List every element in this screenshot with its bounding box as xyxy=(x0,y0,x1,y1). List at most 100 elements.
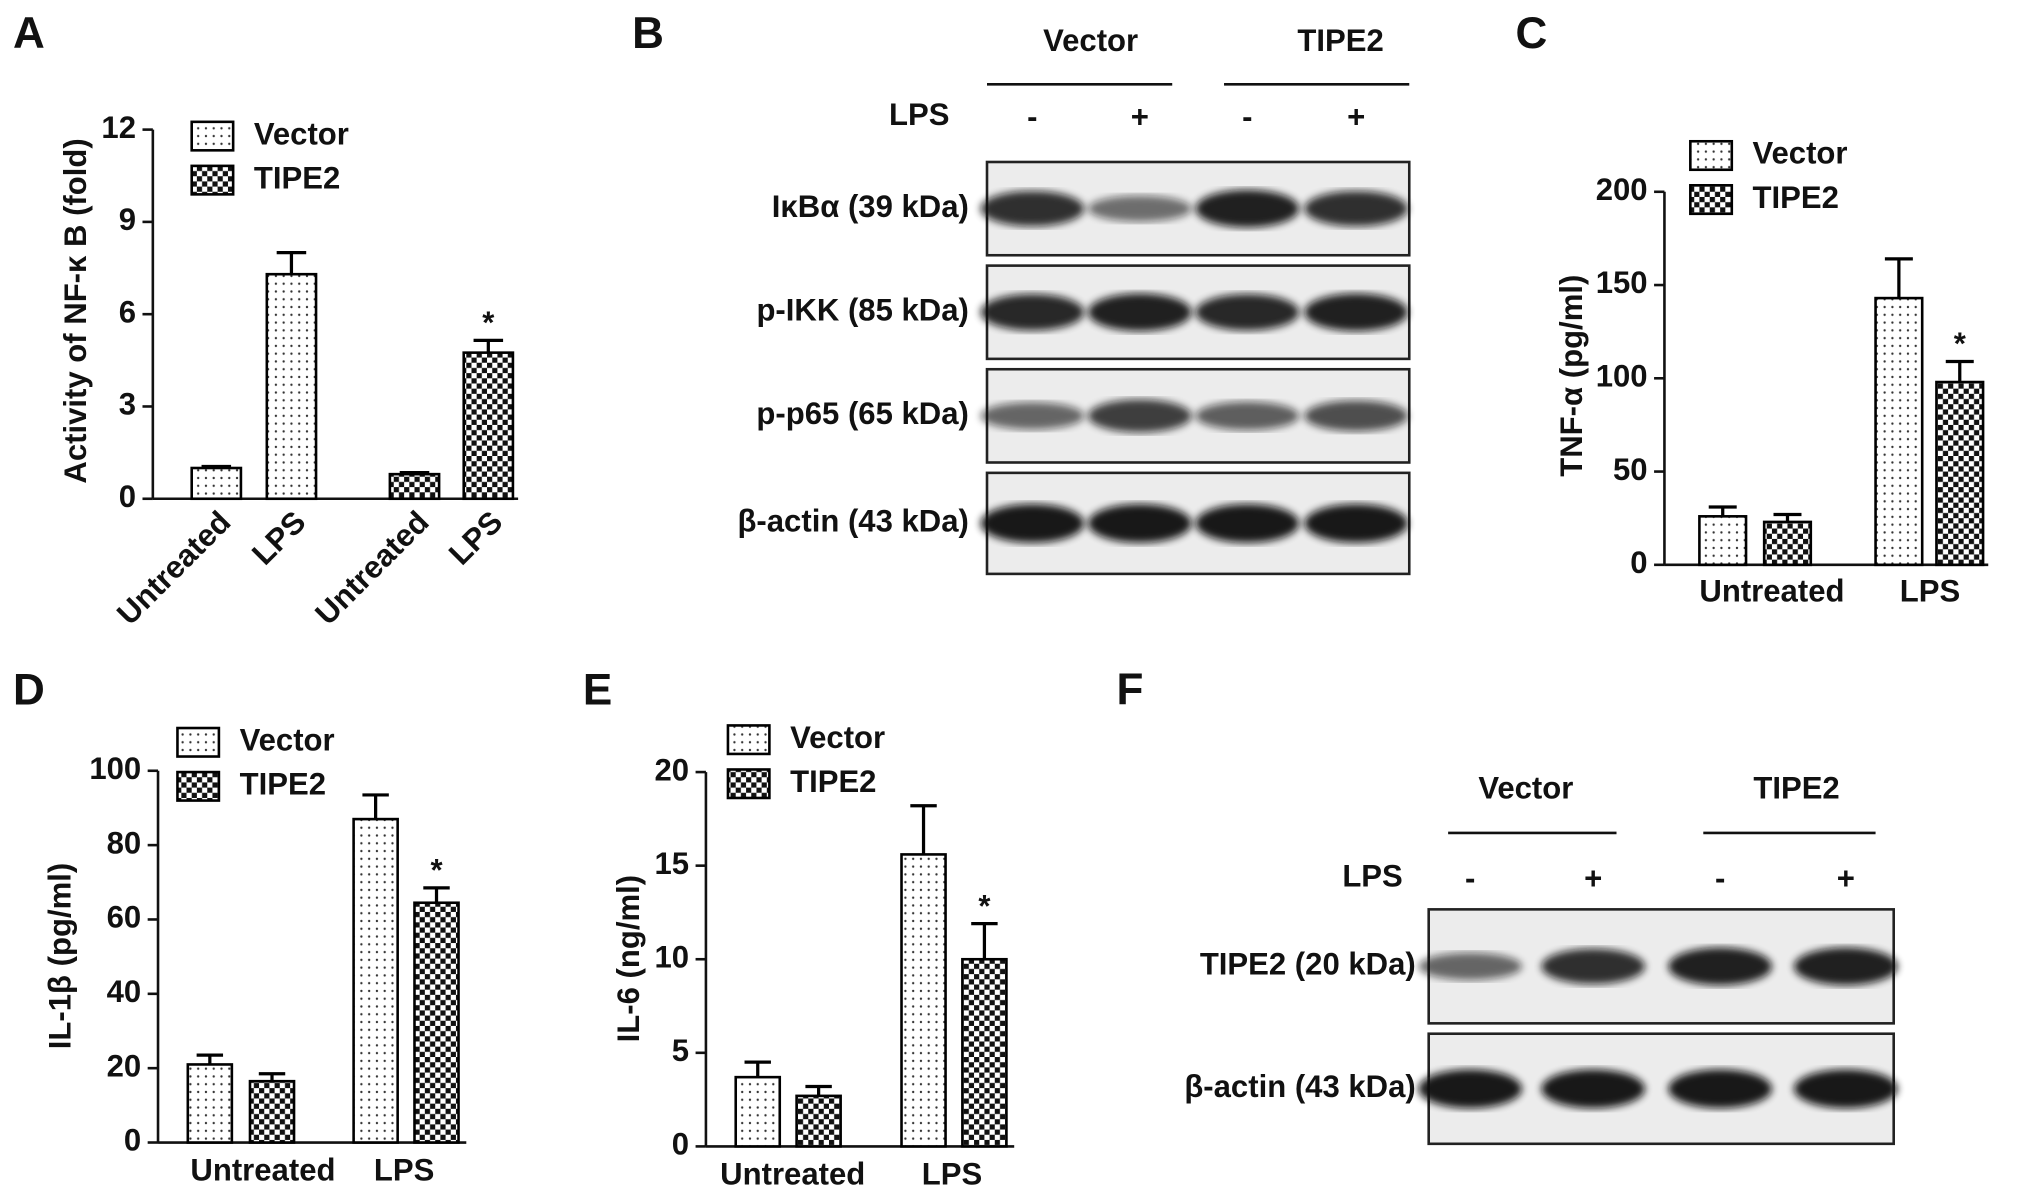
blot-band xyxy=(1195,503,1300,543)
y-axis-label: Activity of NF-κ B (fold) xyxy=(58,138,93,483)
blot-band xyxy=(980,190,1085,227)
x-tick-label: Untreated xyxy=(190,1153,335,1188)
bar xyxy=(413,901,460,1144)
legend-swatch xyxy=(726,768,771,800)
group-label: Vector xyxy=(1043,23,1138,58)
annotation: * xyxy=(1954,326,1967,361)
y-tick-label: 10 xyxy=(655,939,690,974)
legend-swatch xyxy=(176,770,221,802)
legend-swatch xyxy=(1689,139,1734,172)
y-tick-label: 200 xyxy=(1596,172,1648,207)
y-tick-label: 0 xyxy=(1630,545,1647,580)
bar xyxy=(900,853,947,1148)
blot-band xyxy=(1088,293,1192,332)
row-label: β-actin (43 kDa) xyxy=(737,504,968,539)
lane-sign: - xyxy=(1242,99,1252,134)
bar xyxy=(186,1063,234,1144)
annotation: * xyxy=(482,305,495,340)
row-label: β-actin (43 kDa) xyxy=(1184,1069,1415,1104)
panel-letter: D xyxy=(13,666,45,715)
bar xyxy=(961,957,1008,1148)
bar xyxy=(1874,296,1924,567)
y-tick-label: 0 xyxy=(672,1127,689,1162)
bar xyxy=(265,272,318,501)
bar xyxy=(388,472,441,501)
x-tick-label: Untreated xyxy=(110,504,237,631)
group-label: Vector xyxy=(1478,770,1573,805)
legend-label: Vector xyxy=(240,722,335,757)
y-tick-label: 20 xyxy=(107,1048,142,1083)
x-tick-label: LPS xyxy=(922,1156,982,1191)
y-tick-label: 12 xyxy=(101,110,136,145)
bar xyxy=(1935,380,1985,567)
y-tick-label: 5 xyxy=(672,1033,689,1068)
y-tick-label: 40 xyxy=(107,974,142,1009)
y-tick-label: 15 xyxy=(655,846,690,881)
annotation: * xyxy=(430,853,443,888)
bar xyxy=(1698,515,1748,567)
blot-band xyxy=(1088,503,1192,543)
treatment-label: LPS xyxy=(1342,858,1402,893)
panel-letter: C xyxy=(1515,9,1547,58)
lane-sign: + xyxy=(1131,99,1149,134)
y-tick-label: 6 xyxy=(119,294,136,329)
blot-band xyxy=(1541,948,1646,985)
blot-band xyxy=(1541,1069,1646,1109)
legend-swatch xyxy=(176,726,221,758)
group-label: TIPE2 xyxy=(1753,770,1839,805)
y-tick-label: 0 xyxy=(124,1123,141,1158)
row-label: IκBα (39 kDa) xyxy=(772,189,969,224)
y-tick-label: 60 xyxy=(107,900,142,935)
blot-band xyxy=(1668,1069,1772,1109)
lane-sign: - xyxy=(1465,861,1475,896)
x-tick-label: LPS xyxy=(374,1153,434,1188)
row-label: p-p65 (65 kDa) xyxy=(756,396,968,431)
legend-label: TIPE2 xyxy=(1753,180,1839,215)
legend-label: TIPE2 xyxy=(254,160,340,195)
lane-sign: + xyxy=(1837,861,1855,896)
y-tick-label: 80 xyxy=(107,825,142,860)
legend-label: TIPE2 xyxy=(790,764,876,799)
legend-label: TIPE2 xyxy=(240,767,326,802)
row-label: TIPE2 (20 kDa) xyxy=(1200,947,1416,982)
x-tick-label: LPS xyxy=(442,504,509,571)
blot-band xyxy=(1304,400,1408,432)
y-tick-label: 50 xyxy=(1613,452,1648,487)
lane-sign: + xyxy=(1584,861,1602,896)
lane-sign: + xyxy=(1347,99,1365,134)
blot-band xyxy=(1793,947,1898,986)
legend-swatch xyxy=(190,120,235,152)
y-tick-label: 9 xyxy=(119,202,136,237)
y-tick-label: 3 xyxy=(119,387,136,422)
blot-band xyxy=(1418,1069,1522,1109)
legend-label: Vector xyxy=(790,720,885,755)
bar xyxy=(1762,520,1813,567)
blot-band xyxy=(1793,1069,1898,1109)
legend-swatch xyxy=(1689,184,1734,216)
blot-band xyxy=(980,503,1085,543)
bar xyxy=(462,351,515,501)
blot-band xyxy=(1304,503,1408,543)
row-label: p-IKK (85 kDa) xyxy=(756,292,968,327)
blot-band xyxy=(1418,952,1522,980)
bar xyxy=(190,466,243,501)
legend-swatch xyxy=(190,164,235,196)
bar xyxy=(248,1079,296,1144)
blot-band xyxy=(980,402,1085,430)
blot-band xyxy=(1304,190,1408,227)
blot-band xyxy=(1195,189,1300,228)
treatment-label: LPS xyxy=(889,97,949,132)
panel-letter: B xyxy=(632,9,664,58)
bar xyxy=(795,1094,842,1148)
bar xyxy=(734,1075,782,1148)
legend-label: Vector xyxy=(1753,136,1848,171)
legend-swatch xyxy=(726,724,771,756)
x-tick-label: Untreated xyxy=(1699,574,1844,609)
y-tick-label: 100 xyxy=(89,751,141,786)
blot-band xyxy=(1195,401,1300,431)
x-tick-label: Untreated xyxy=(308,504,435,631)
y-axis-label: IL-6 (ng/ml) xyxy=(611,875,646,1042)
group-label: TIPE2 xyxy=(1297,23,1383,58)
panel-letter: E xyxy=(583,666,612,715)
